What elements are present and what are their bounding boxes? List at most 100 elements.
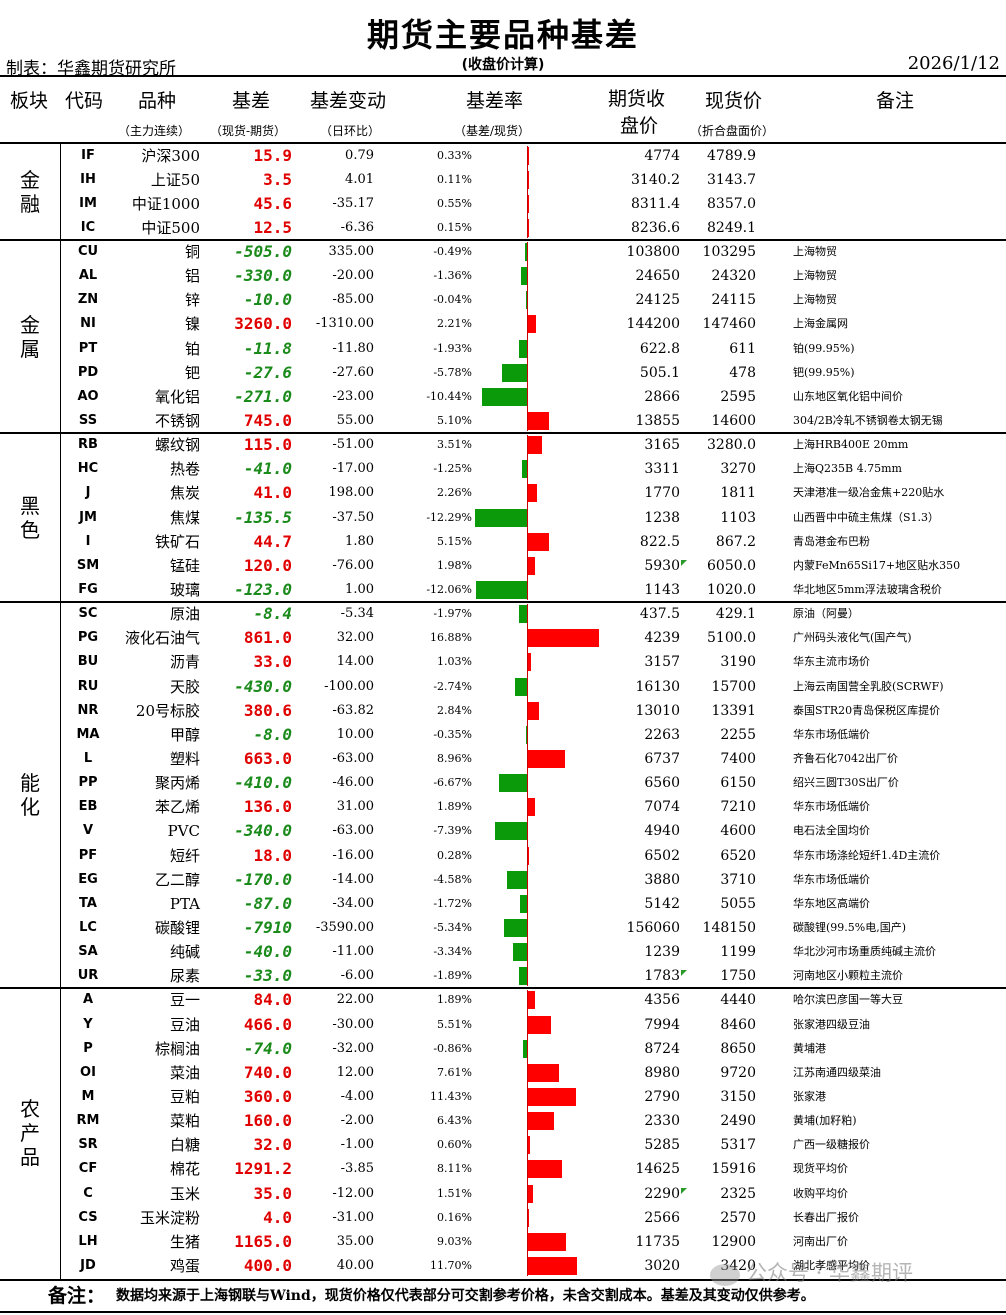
basis-change-cell: -11.80	[332, 340, 374, 356]
basis-cell: 32.0	[253, 1135, 292, 1155]
code-cell: FG	[78, 582, 98, 598]
basis-rate-bar	[527, 1184, 534, 1203]
basis-rate-bar	[527, 412, 549, 431]
note-cell: 齐鲁石化7042出厂价	[793, 752, 898, 765]
futures-close-cell: 13010	[635, 702, 680, 719]
basis-rate-cell: -1.89%	[433, 969, 472, 983]
spot-price-cell: 8460	[720, 1016, 756, 1033]
basis-rate-bar	[527, 1256, 577, 1275]
code-cell: IF	[81, 147, 95, 163]
basis-rate-bar	[515, 677, 527, 696]
name-cell: 不锈钢	[154, 412, 200, 431]
note-cell: 长春出厂报价	[793, 1210, 859, 1224]
table-row: PG 液化石油气 861.0 32.00 16.88% 4239 5100.0 广州码头液化气…	[0, 626, 1006, 650]
basis-cell: -11.8	[243, 338, 292, 358]
basis-change-cell: -37.50	[332, 509, 374, 525]
basis-rate-cell: 8.96%	[437, 752, 472, 765]
name-cell: 钯	[184, 363, 200, 382]
basis-rate-bar	[518, 605, 527, 624]
name-cell: 液化石油气	[124, 629, 200, 648]
code-cell: V	[82, 823, 94, 839]
note-cell: 青岛港金布巴粉	[793, 534, 870, 548]
basis-rate-cell: 5.10%	[437, 414, 472, 428]
code-cell: P	[83, 1040, 93, 1056]
futures-close-cell: 2790	[644, 1088, 680, 1105]
note-cell: 哈尔滨巴彦国一等大豆	[793, 993, 903, 1007]
futures-close-cell: 1238	[644, 509, 680, 526]
basis-change-cell: -20.00	[332, 268, 374, 284]
basis-change-cell: 35.00	[336, 1233, 374, 1249]
basis-change-cell: -14.00	[332, 871, 374, 887]
group-separator	[0, 987, 1006, 990]
futures-close-cell: 16130	[635, 678, 680, 695]
basis-change-cell: -63.00	[332, 823, 374, 839]
spot-price-cell: 2490	[720, 1113, 756, 1130]
basis-rate-bar	[527, 1112, 555, 1131]
basis-change-cell: 4.01	[345, 171, 374, 187]
basis-change-cell: -63.82	[332, 702, 374, 718]
basis-rate-cell: -5.34%	[433, 920, 472, 934]
basis-rate-cell: 2.84%	[437, 703, 472, 717]
footer-label: 备注：	[48, 1285, 106, 1307]
note-cell: 电石法全国均价	[793, 824, 870, 838]
basis-cell: 740.0	[243, 1062, 292, 1082]
futures-close-cell: 4940	[644, 823, 680, 840]
report-date: 2026/1/12	[907, 53, 1000, 74]
basis-rate-bar	[524, 243, 527, 262]
basis-rate-bar	[527, 556, 536, 575]
table-row: A 豆一 84.0 22.00 1.89% 4356 4440 哈尔滨巴彦国一等大豆	[0, 988, 1006, 1012]
spot-price-cell: 1750	[720, 968, 756, 985]
basis-rate-bar	[527, 436, 542, 455]
basis-rate-cell: 0.55%	[437, 196, 472, 210]
note-cell	[793, 216, 1003, 240]
basis-cell: 1165.0	[234, 1231, 292, 1251]
note-cell: 原油（阿曼）	[793, 607, 859, 621]
futures-close-cell: 6560	[644, 775, 680, 792]
code-cell: PT	[78, 340, 98, 356]
note-cell: 山东地区氧化铝中间价	[793, 389, 903, 403]
basis-rate-cell: -1.25%	[433, 462, 472, 476]
basis-cell: -330.0	[234, 266, 292, 286]
name-cell: 镍	[184, 315, 200, 334]
table-row: RM 菜粕 160.0 -2.00 6.43% 2330 2490 黄埔(加籽粕)	[0, 1109, 1006, 1133]
futures-close-cell: 3165	[644, 437, 680, 454]
spot-price-cell: 1020.0	[707, 582, 756, 599]
basis-cell: 663.0	[243, 749, 292, 768]
basis-rate-bar	[527, 315, 537, 334]
table-row: PF 短纤 18.0 -16.00 0.28% 6502 6520 华东市场涤纶短纤1.4D主…	[0, 844, 1006, 868]
note-cell: 上海物贸	[793, 245, 837, 259]
basis-rate-bar	[527, 1015, 551, 1034]
futures-close-cell: 4239	[644, 630, 680, 647]
code-cell: RU	[77, 678, 99, 694]
futures-close-cell: 5285	[644, 1137, 680, 1154]
basis-rate-bar	[502, 363, 527, 382]
basis-cell: 45.6	[253, 193, 292, 213]
note-cell: 华东市场低端价	[793, 872, 870, 886]
basis-change-cell: 1.00	[345, 582, 374, 598]
basis-rate-cell: 5.15%	[437, 534, 472, 548]
code-cell: MA	[76, 726, 100, 742]
basis-change-cell: 32.00	[336, 630, 374, 646]
note-cell: 华北沙河市场重质纯碱主流价	[793, 945, 936, 959]
watermark: 公众号 · 华鑫期评	[710, 1258, 980, 1288]
spot-price-cell: 14600	[711, 413, 756, 430]
code-cell: UR	[77, 968, 99, 984]
code-cell: SM	[76, 557, 100, 573]
basis-rate-cell: -1.97%	[433, 607, 472, 621]
basis-rate-bar	[527, 653, 532, 672]
basis-change-cell: -12.00	[332, 1185, 374, 1201]
basis-cell: 400.0	[243, 1255, 292, 1275]
basis-change-cell: 198.00	[328, 485, 375, 501]
basis-rate-cell: -1.36%	[433, 269, 472, 283]
basis-rate-cell: 0.11%	[437, 172, 472, 186]
note-cell: 铂(99.95%)	[793, 341, 855, 355]
basis-rate-cell: -1.93%	[433, 341, 472, 355]
basis-change-cell: 1.80	[345, 533, 374, 549]
code-cell: I	[85, 533, 91, 549]
basis-change-cell: -17.00	[332, 461, 374, 477]
group-separator	[0, 432, 1006, 435]
basis-rate-cell: 6.43%	[437, 1114, 472, 1128]
header-spot-sub: （折合盘面价）	[690, 124, 775, 138]
spot-price-cell: 4440	[720, 992, 756, 1009]
name-cell: 塑料	[169, 750, 200, 768]
